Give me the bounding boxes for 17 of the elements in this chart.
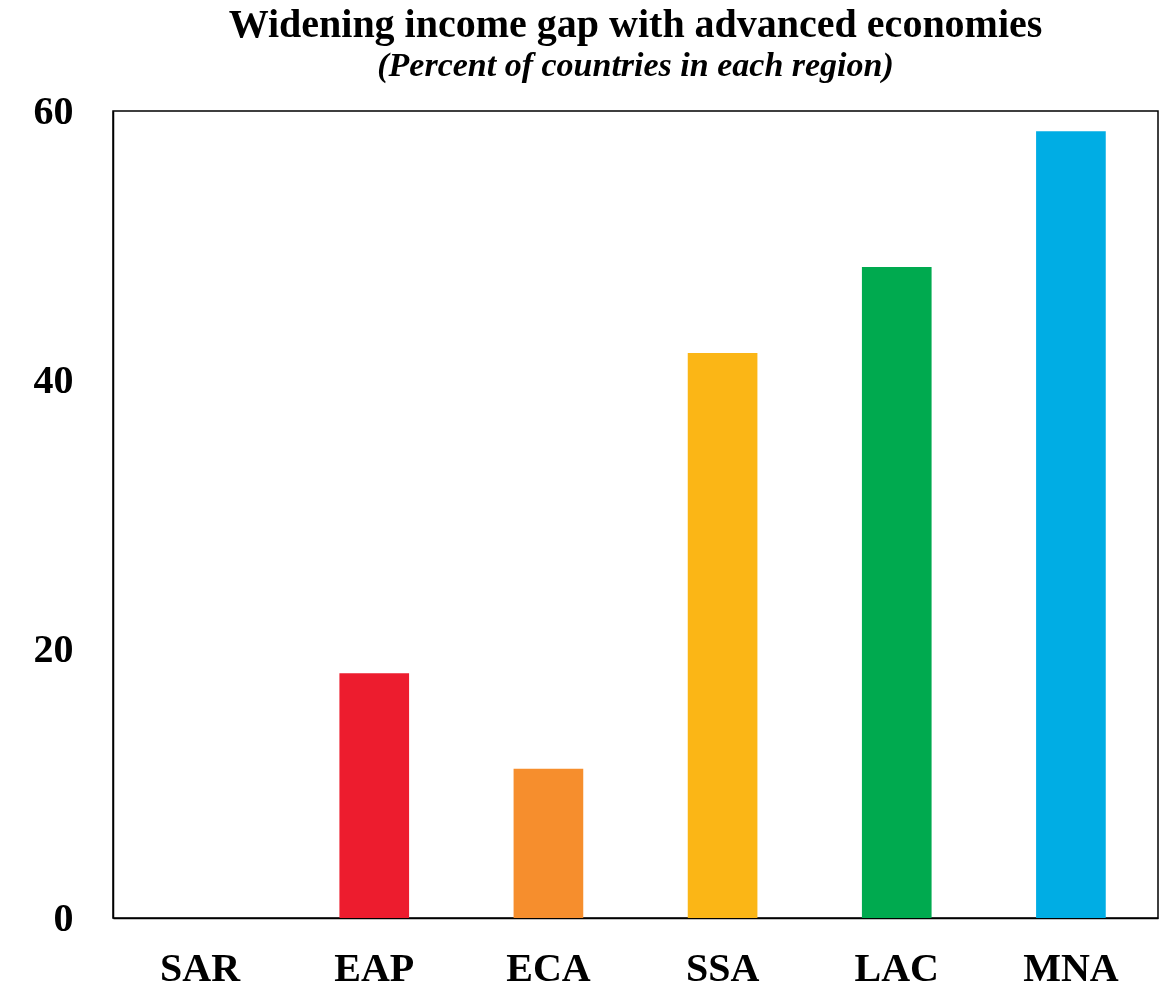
x-tick-label: MNA	[1023, 944, 1119, 990]
x-tick-label: SSA	[685, 944, 760, 990]
chart-title: Widening income gap with advanced economies	[228, 1, 1043, 46]
bar	[1036, 131, 1106, 918]
x-tick-label: SAR	[160, 944, 242, 990]
x-tick-label: ECA	[506, 944, 591, 990]
y-tick-label: 0	[53, 894, 74, 940]
bar	[687, 353, 758, 918]
x-tick-label: LAC	[854, 944, 939, 990]
chart-subtitle: (Percent of countries in each region)	[377, 46, 894, 84]
bar	[861, 267, 932, 918]
x-tick-label: EAP	[334, 944, 415, 990]
bar	[513, 768, 584, 918]
bar	[339, 673, 410, 918]
y-tick-label: 20	[33, 625, 74, 671]
y-tick-label: 60	[33, 87, 74, 133]
y-tick-label: 40	[33, 356, 74, 402]
